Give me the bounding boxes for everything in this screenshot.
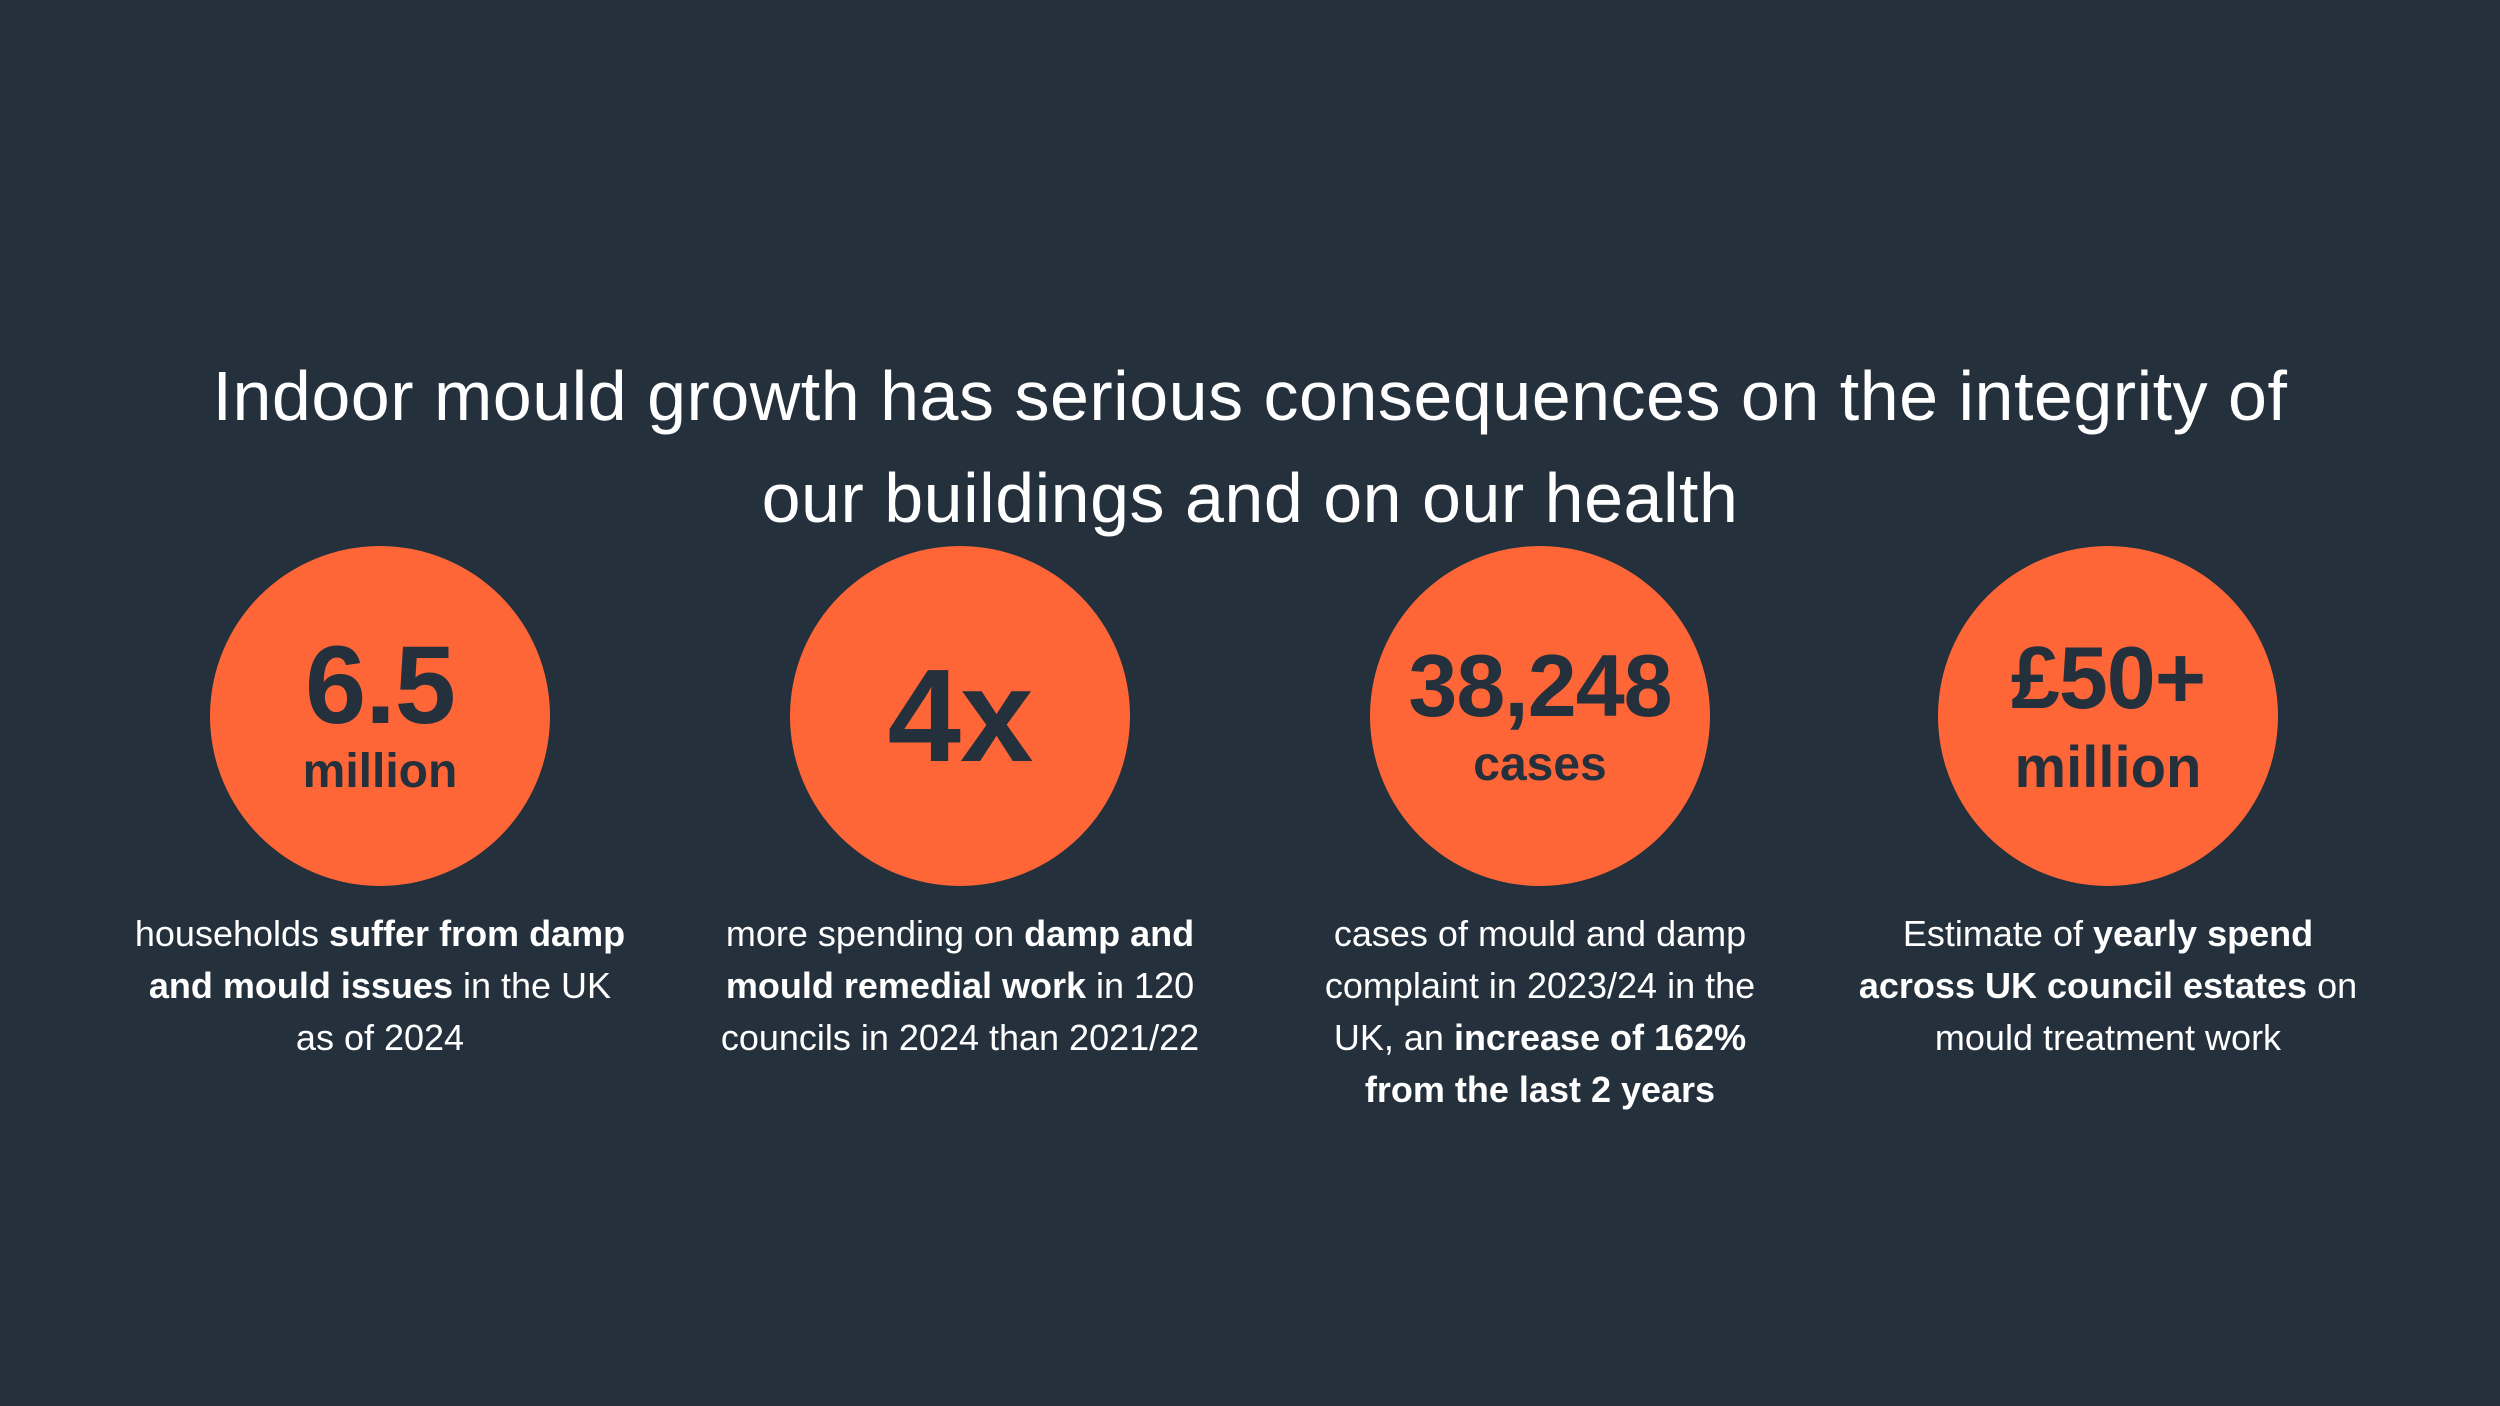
desc-text: households	[134, 913, 330, 954]
desc-text: more spending on	[725, 913, 1025, 954]
stat-description: more spending on damp and mould remedial…	[710, 908, 1210, 1064]
desc-text: in the UK as of 2024	[295, 965, 612, 1058]
stat-description: Estimate of yearly spend across UK counc…	[1858, 908, 2358, 1064]
stat-value: 38,248	[1408, 636, 1672, 735]
headline: Indoor mould growth has serious conseque…	[120, 345, 2380, 549]
stat-unit: million	[2014, 735, 2202, 800]
stat-description: cases of mould and damp complaint in 202…	[1290, 908, 1790, 1116]
desc-emphasis: increase of 162% from the last 2 years	[1364, 1017, 1747, 1110]
desc-text: in 120 councils in 2024 than 2021/22	[720, 965, 1200, 1058]
stat-spend-estimate: £50+ million Estimate of yearly spend ac…	[1858, 546, 2358, 1064]
headline-line-1: Indoor mould growth has serious conseque…	[212, 356, 2288, 435]
stat-value: £50+	[2010, 628, 2206, 727]
desc-emphasis: damp and mould remedial work	[725, 913, 1195, 1006]
headline-line-2: our buildings and on our health	[761, 458, 1739, 537]
stat-unit: million	[302, 745, 458, 798]
stat-value: 4x	[887, 642, 1034, 789]
desc-emphasis: suffer from damp and mould issues	[148, 913, 626, 1006]
stat-circle: £50+ million	[1938, 546, 2278, 886]
stat-spending: 4x more spending on damp and mould remed…	[710, 546, 1210, 1064]
stat-cases: 38,248 cases cases of mould and damp com…	[1290, 546, 1790, 1116]
stat-unit: cases	[1473, 738, 1607, 791]
stat-households: 6.5 million households suffer from damp …	[130, 546, 630, 1064]
desc-text: on mould treatment work	[1934, 965, 2358, 1058]
stat-circle: 6.5 million	[210, 546, 550, 886]
stat-description: households suffer from damp and mould is…	[130, 908, 630, 1064]
desc-emphasis: yearly spend across UK council estates	[1858, 913, 2314, 1006]
stat-circle: 4x	[790, 546, 1130, 886]
desc-text: cases of mould and damp complaint in 202…	[1324, 913, 1756, 1058]
stat-value: 6.5	[305, 624, 456, 747]
stat-circle: 38,248 cases	[1370, 546, 1710, 886]
desc-text: Estimate of	[1902, 913, 2093, 954]
